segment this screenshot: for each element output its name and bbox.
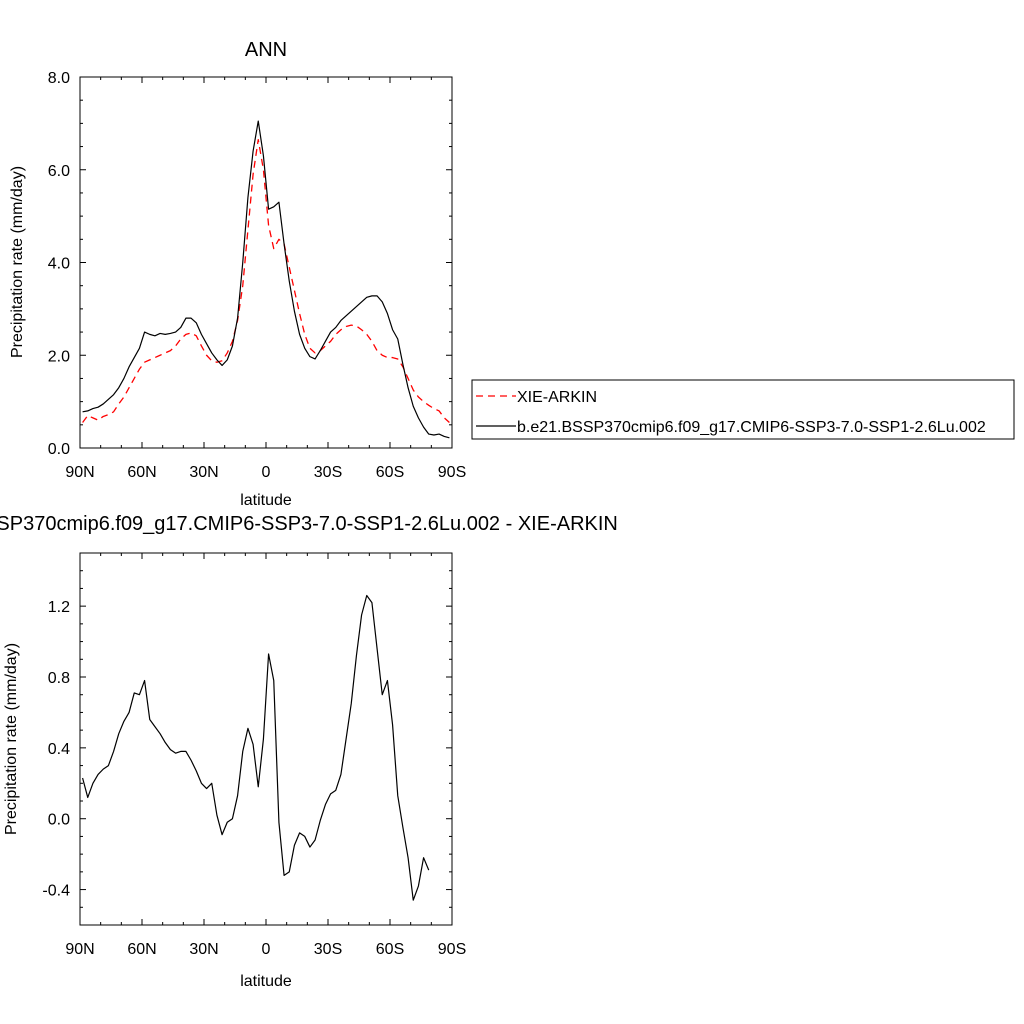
bottom-y-tick-labels: -0.4 0.0 0.4 0.8 1.2 — [42, 599, 70, 899]
bottom-y-tick-label: 0.8 — [48, 670, 70, 687]
top-y-axis-label: Precipitation rate (mm/day) — [9, 166, 26, 358]
top-axis-ticks — [79, 76, 453, 449]
top-x-tick-label: 90S — [438, 464, 466, 481]
bottom-y-tick-label: -0.4 — [42, 883, 70, 900]
top-x-axis-label: latitude — [240, 492, 292, 509]
bottom-y-tick-label: 1.2 — [48, 599, 70, 616]
top-series-line-0 — [82, 138, 450, 423]
bottom-x-tick-labels: 90N 60N 30N 0 30S 60S 90S — [65, 941, 466, 958]
bottom-x-tick-label: 0 — [262, 941, 271, 958]
top-y-tick-labels: 0.0 2.0 4.0 6.0 8.0 — [48, 70, 70, 458]
top-x-tick-label: 30S — [314, 464, 342, 481]
top-chart-title: ANN — [245, 39, 287, 61]
bottom-x-tick-label: 90N — [65, 941, 94, 958]
bottom-x-tick-label: 90S — [438, 941, 466, 958]
legend-box — [471, 379, 1015, 440]
legend-label-xie-arkin: XIE-ARKIN — [517, 389, 597, 406]
bottom-series-line-0 — [82, 594, 430, 901]
legend-label-model: b.e21.BSSP370cmip6.f09_g17.CMIP6-SSP3-7.… — [517, 419, 986, 436]
bottom-plot-frame — [79, 552, 453, 926]
top-plot-frame — [79, 76, 453, 449]
mean-precipitation-panel: ANN 90N 60N 30N 0 30S 60S 90S 0.02.04.06.08.0 … — [9, 39, 1015, 509]
top-y-tick-label: 2.0 — [48, 348, 70, 365]
bottom-x-axis-label: latitude — [240, 973, 292, 990]
top-y-tick-label: 6.0 — [48, 163, 70, 180]
top-y-tick-label: 8.0 — [48, 70, 70, 87]
difference-panel: b.e21.BSSP370cmip6.f09_g17.CMIP6-SSP3-7.… — [0, 513, 618, 990]
top-x-tick-label: 60N — [127, 464, 156, 481]
bottom-x-tick-label: 30N — [189, 941, 218, 958]
bottom-x-tick-label: 30S — [314, 941, 342, 958]
top-x-tick-label: 0 — [262, 464, 271, 481]
legend: XIE-ARKIN b.e21.BSSP370cmip6.f09_g17.CMI… — [471, 379, 1015, 440]
top-x-tick-labels: 90N 60N 30N 0 30S 60S 90S — [65, 464, 466, 481]
bottom-x-tick-label: 60S — [376, 941, 404, 958]
bottom-series-layer — [82, 594, 430, 901]
bottom-chart-title: b.e21.BSSP370cmip6.f09_g17.CMIP6-SSP3-7.… — [0, 513, 618, 535]
top-x-tick-label: 60S — [376, 464, 404, 481]
top-x-tick-label: 30N — [189, 464, 218, 481]
bottom-y-tick-label: 0.0 — [48, 812, 70, 829]
top-y-tick-label: 0.0 — [48, 441, 70, 458]
top-y-tick-label: 4.0 — [48, 256, 70, 273]
top-series-layer — [82, 120, 450, 439]
top-x-tick-label: 90N — [65, 464, 94, 481]
bottom-y-tick-label: 0.4 — [48, 741, 70, 758]
bottom-axis-ticks — [79, 552, 453, 926]
bottom-x-tick-label: 60N — [127, 941, 156, 958]
top-series-line-1 — [82, 120, 450, 439]
bottom-y-axis-label: Precipitation rate (mm/day) — [3, 643, 20, 835]
